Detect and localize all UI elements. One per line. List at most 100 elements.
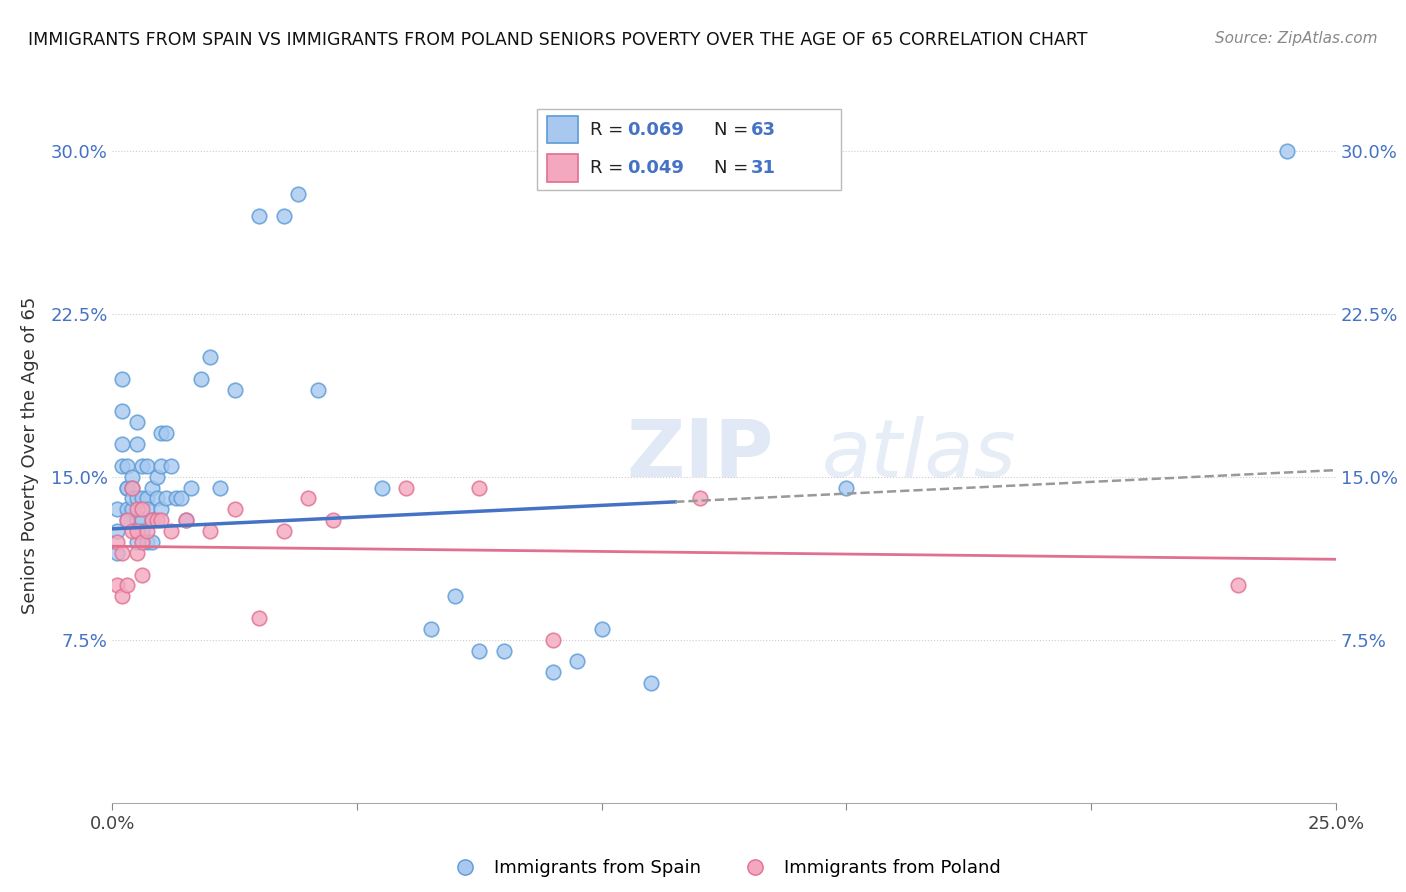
Point bbox=[105, 578, 128, 592]
Point bbox=[111, 589, 134, 603]
Point bbox=[155, 426, 177, 441]
Text: 0.049: 0.049 bbox=[627, 159, 683, 177]
Point bbox=[1226, 578, 1249, 592]
Point bbox=[444, 589, 467, 603]
Point bbox=[395, 481, 418, 495]
Point bbox=[131, 535, 153, 549]
Point bbox=[200, 350, 222, 364]
Point bbox=[170, 491, 193, 506]
Point bbox=[105, 535, 128, 549]
Point bbox=[115, 578, 138, 592]
Point bbox=[131, 491, 153, 506]
Point bbox=[567, 655, 589, 669]
Point bbox=[121, 481, 143, 495]
Point bbox=[160, 524, 183, 538]
Point bbox=[131, 458, 153, 473]
Point bbox=[145, 513, 167, 527]
Point bbox=[141, 535, 163, 549]
Point bbox=[165, 491, 187, 506]
Point bbox=[141, 513, 163, 527]
Point bbox=[468, 643, 491, 657]
Point bbox=[297, 491, 319, 506]
Point bbox=[150, 426, 173, 441]
FancyBboxPatch shape bbox=[547, 154, 578, 182]
Point bbox=[115, 481, 138, 495]
Point bbox=[125, 535, 148, 549]
Point bbox=[150, 513, 173, 527]
Point bbox=[125, 437, 148, 451]
Point bbox=[1275, 144, 1298, 158]
Point bbox=[150, 502, 173, 516]
Point bbox=[273, 524, 295, 538]
Point bbox=[135, 535, 157, 549]
Point bbox=[121, 491, 143, 506]
Point bbox=[125, 491, 148, 506]
FancyBboxPatch shape bbox=[547, 116, 578, 144]
Y-axis label: Seniors Poverty Over the Age of 65: Seniors Poverty Over the Age of 65 bbox=[21, 296, 39, 614]
Text: N =: N = bbox=[714, 159, 754, 177]
Point bbox=[322, 513, 344, 527]
Point bbox=[131, 513, 153, 527]
Point bbox=[135, 491, 157, 506]
Point bbox=[111, 458, 134, 473]
Text: R =: R = bbox=[591, 159, 628, 177]
Point bbox=[105, 502, 128, 516]
Point bbox=[131, 502, 153, 516]
Point bbox=[150, 458, 173, 473]
Point bbox=[135, 458, 157, 473]
Text: 63: 63 bbox=[751, 121, 776, 139]
Point bbox=[125, 513, 148, 527]
Point bbox=[135, 502, 157, 516]
Point bbox=[115, 458, 138, 473]
Text: N =: N = bbox=[714, 121, 754, 139]
Point bbox=[115, 481, 138, 495]
Text: 31: 31 bbox=[751, 159, 776, 177]
Point bbox=[209, 481, 232, 495]
Point bbox=[121, 502, 143, 516]
Point bbox=[224, 502, 246, 516]
Point bbox=[287, 186, 309, 201]
Point bbox=[155, 491, 177, 506]
Point bbox=[105, 546, 128, 560]
Point bbox=[591, 622, 613, 636]
Point bbox=[125, 502, 148, 516]
Point bbox=[111, 404, 134, 418]
Point bbox=[111, 546, 134, 560]
Point bbox=[174, 513, 197, 527]
Point bbox=[115, 502, 138, 516]
FancyBboxPatch shape bbox=[537, 109, 841, 190]
Text: Source: ZipAtlas.com: Source: ZipAtlas.com bbox=[1215, 31, 1378, 46]
Point bbox=[105, 524, 128, 538]
Point bbox=[835, 481, 858, 495]
Point bbox=[125, 546, 148, 560]
Text: 0.069: 0.069 bbox=[627, 121, 683, 139]
Text: R =: R = bbox=[591, 121, 628, 139]
Point bbox=[247, 209, 270, 223]
Point bbox=[174, 513, 197, 527]
Point bbox=[115, 513, 138, 527]
Point bbox=[247, 611, 270, 625]
Point bbox=[541, 665, 564, 680]
Point bbox=[307, 383, 329, 397]
Point bbox=[125, 415, 148, 429]
Point bbox=[492, 643, 515, 657]
Point bbox=[131, 524, 153, 538]
Point bbox=[200, 524, 222, 538]
Point bbox=[468, 481, 491, 495]
Point bbox=[640, 676, 662, 690]
Point bbox=[190, 372, 212, 386]
Point bbox=[141, 513, 163, 527]
Point bbox=[121, 469, 143, 483]
Point bbox=[115, 513, 138, 527]
Text: atlas: atlas bbox=[823, 416, 1017, 494]
Point bbox=[125, 524, 148, 538]
Legend: Immigrants from Spain, Immigrants from Poland: Immigrants from Spain, Immigrants from P… bbox=[440, 852, 1008, 884]
Point bbox=[180, 481, 202, 495]
Point bbox=[160, 458, 183, 473]
Point bbox=[135, 524, 157, 538]
Point bbox=[121, 524, 143, 538]
Text: IMMIGRANTS FROM SPAIN VS IMMIGRANTS FROM POLAND SENIORS POVERTY OVER THE AGE OF : IMMIGRANTS FROM SPAIN VS IMMIGRANTS FROM… bbox=[28, 31, 1088, 49]
Point bbox=[111, 437, 134, 451]
Point bbox=[111, 372, 134, 386]
Point bbox=[419, 622, 441, 636]
